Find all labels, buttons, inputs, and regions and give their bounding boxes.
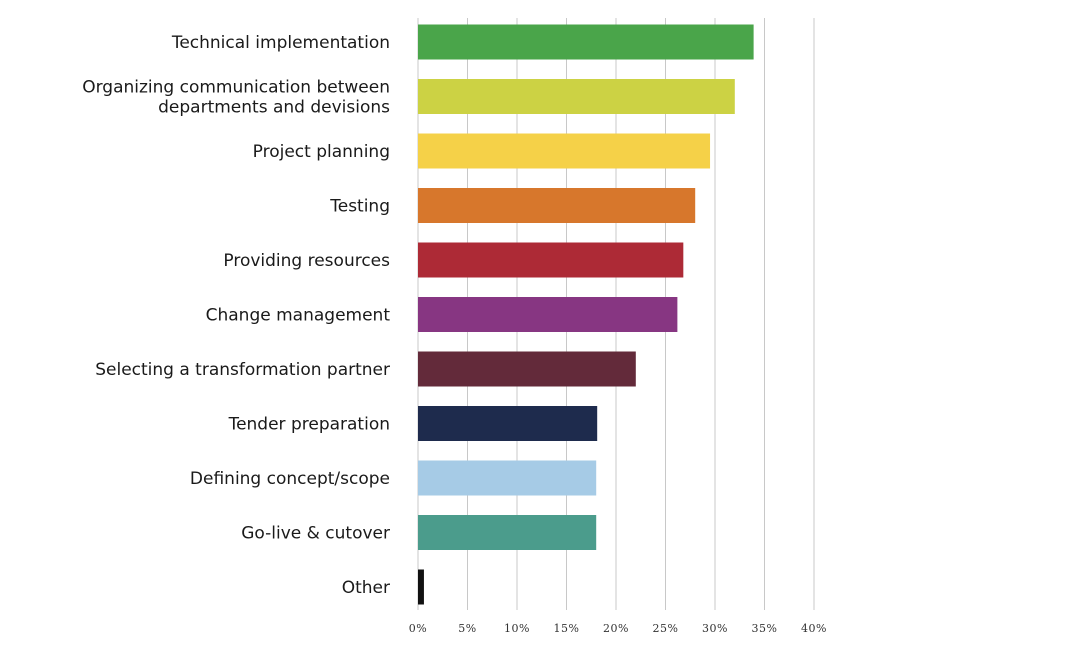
category-label: Technical implementation xyxy=(171,33,390,53)
category-label: Organizing communication between departme… xyxy=(82,78,390,118)
category-label: Defining concept/scope xyxy=(190,469,390,489)
bar xyxy=(418,24,754,60)
category-label: Change management xyxy=(206,306,391,326)
bar xyxy=(418,79,735,114)
bar xyxy=(418,188,696,223)
x-tick-label: 20% xyxy=(603,622,629,635)
bar xyxy=(418,297,678,332)
x-tick-label: 10% xyxy=(504,622,530,635)
x-tick-label: 30% xyxy=(702,622,728,635)
category-label: Selecting a transformation partner xyxy=(95,360,390,380)
bar xyxy=(418,569,424,605)
category-label: Providing resources xyxy=(223,251,390,271)
category-label: Go-live & cutover xyxy=(241,524,390,544)
bar xyxy=(418,133,711,169)
x-tick-label: 0% xyxy=(409,622,427,635)
bar xyxy=(418,460,597,496)
category-label: Other xyxy=(342,578,390,598)
x-tick-label: 25% xyxy=(653,622,679,635)
bar xyxy=(418,515,597,550)
x-tick-label: 5% xyxy=(458,622,476,635)
category-labels: Technical implementation Organizing commu… xyxy=(82,33,390,598)
bar xyxy=(418,406,598,441)
x-tick-label: 15% xyxy=(554,622,580,635)
category-label: Tender preparation xyxy=(228,415,390,435)
category-label: Project planning xyxy=(253,142,390,162)
x-axis-ticks: 0% 5% 10% 15% 20% 25% 30% 35% 40% xyxy=(409,622,827,635)
x-tick-label: 35% xyxy=(752,622,778,635)
x-tick-label: 40% xyxy=(801,622,827,635)
bar xyxy=(418,351,636,387)
category-label: Testing xyxy=(329,197,390,217)
bar xyxy=(418,242,684,278)
bars xyxy=(418,24,754,605)
